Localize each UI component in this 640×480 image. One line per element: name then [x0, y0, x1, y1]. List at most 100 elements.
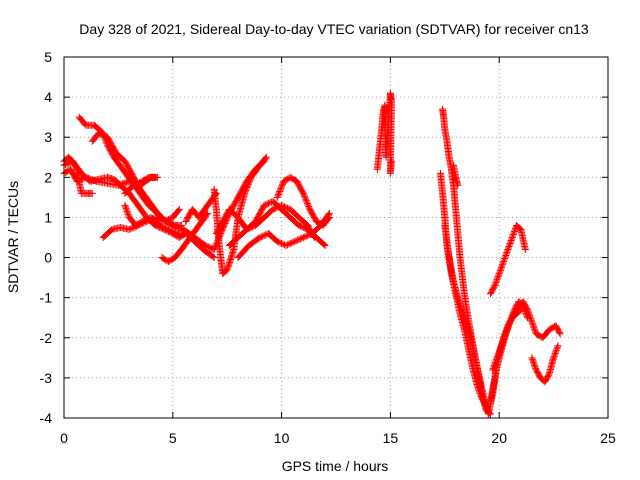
data-point-marker: [138, 217, 146, 225]
data-point-marker: [460, 310, 468, 318]
data-point-marker: [285, 240, 293, 248]
data-point-marker: [497, 343, 505, 351]
data-point-marker: [490, 363, 498, 371]
data-point-marker: [509, 309, 517, 317]
data-point-marker: [160, 217, 168, 225]
data-point-marker: [503, 249, 511, 257]
data-point-marker: [510, 227, 518, 235]
x-tick-label: 20: [491, 430, 507, 446]
data-point-marker: [499, 259, 507, 267]
data-point-marker: [457, 301, 465, 309]
data-point-marker: [143, 215, 151, 223]
y-tick-label: 1: [44, 209, 52, 225]
data-point-marker: [491, 358, 499, 366]
y-tick-label: -3: [40, 370, 53, 386]
data-point-marker: [458, 306, 466, 314]
data-point-marker: [494, 351, 502, 359]
data-point-marker: [300, 191, 308, 199]
data-point-marker: [174, 207, 182, 215]
data-series: [60, 89, 564, 418]
x-tick-label: 0: [60, 430, 68, 446]
data-point-marker: [288, 239, 296, 247]
data-point-marker: [454, 294, 462, 302]
data-point-marker: [214, 237, 222, 245]
data-point-marker: [552, 348, 560, 356]
data-point-marker: [140, 217, 148, 225]
data-point-marker: [460, 312, 468, 320]
data-point-marker: [521, 246, 529, 254]
data-point-marker: [496, 267, 504, 275]
data-point-marker: [554, 342, 562, 350]
data-point-marker: [163, 216, 171, 224]
data-point-marker: [302, 232, 310, 240]
data-point-marker: [96, 130, 104, 138]
data-point-marker: [495, 348, 503, 356]
data-point-marker: [162, 224, 170, 232]
data-point-marker: [501, 253, 509, 261]
data-point-marker: [501, 333, 509, 341]
data-point-marker: [523, 314, 531, 322]
data-point-marker: [304, 231, 312, 239]
data-point-marker: [164, 215, 172, 223]
data-point-marker: [531, 327, 539, 335]
x-tick-label: 15: [383, 430, 399, 446]
y-tick-label: -1: [40, 290, 53, 306]
data-point-marker: [134, 179, 142, 187]
data-point-marker: [492, 357, 500, 365]
data-point-marker: [278, 240, 286, 248]
data-point-marker: [131, 181, 139, 189]
y-axis-title: SDTVAR / TECUs: [5, 181, 21, 293]
data-point-marker: [521, 306, 529, 314]
data-point-marker: [257, 233, 265, 241]
data-point-marker: [123, 207, 131, 215]
data-point-marker: [301, 194, 309, 202]
chart-title: Day 328 of 2021, Sidereal Day-to-day VTE…: [79, 21, 589, 37]
data-point-marker: [260, 231, 268, 239]
data-point-marker: [522, 311, 530, 319]
data-point-marker: [494, 273, 502, 281]
data-point-marker: [269, 205, 277, 213]
data-point-marker: [520, 303, 528, 311]
data-point-marker: [503, 247, 511, 255]
data-point-marker: [508, 312, 516, 320]
data-point-marker: [555, 328, 563, 336]
data-point-marker: [510, 229, 518, 237]
data-point-marker: [496, 268, 504, 276]
data-point-marker: [302, 195, 310, 203]
x-axis-title: GPS time / hours: [282, 458, 389, 474]
data-point-marker: [530, 360, 538, 368]
data-point-marker: [210, 254, 218, 262]
data-point-marker: [504, 322, 512, 330]
data-point-marker: [490, 283, 498, 291]
data-point-marker: [457, 303, 465, 311]
data-point-marker: [497, 265, 505, 273]
data-point-marker: [213, 240, 221, 248]
data-point-marker: [489, 366, 497, 374]
data-point-marker: [275, 238, 283, 246]
data-point-marker: [212, 241, 220, 249]
data-point-marker: [159, 223, 167, 231]
data-point-marker: [277, 185, 285, 193]
data-point-marker: [214, 235, 222, 243]
data-point-marker: [156, 215, 164, 223]
data-point-marker: [529, 321, 537, 329]
data-point-marker: [509, 310, 517, 318]
y-tick-label: 2: [44, 169, 52, 185]
data-point-marker: [296, 235, 304, 243]
data-point-marker: [304, 200, 312, 208]
series-25: [486, 221, 529, 298]
y-tick-label: -4: [40, 410, 53, 426]
data-point-marker: [209, 253, 217, 261]
data-point-marker: [529, 358, 537, 366]
data-point-marker: [141, 216, 149, 224]
data-point-marker: [489, 364, 497, 372]
data-point-marker: [203, 242, 211, 250]
data-point-marker: [295, 221, 303, 229]
series-5: [88, 129, 218, 254]
data-point-marker: [273, 193, 281, 201]
data-point-marker: [553, 345, 561, 353]
data-point-marker: [527, 316, 535, 324]
data-point-marker: [163, 225, 171, 233]
data-point-marker: [61, 161, 69, 169]
data-point-marker: [123, 206, 131, 214]
